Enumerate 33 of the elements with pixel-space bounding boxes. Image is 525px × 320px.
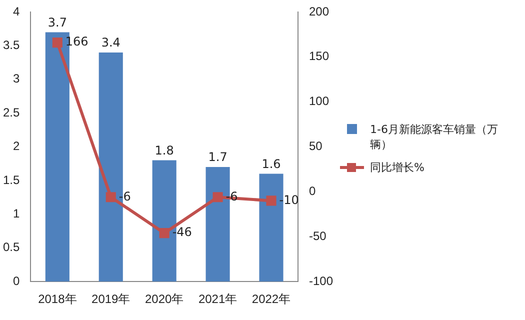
y2-tick-label: -100 xyxy=(308,274,334,288)
y-tick-label: 2.5 xyxy=(2,105,20,120)
y2-tick-label: 0 xyxy=(308,184,316,198)
x-tick-label: 2022年 xyxy=(252,292,291,306)
point xyxy=(52,38,62,48)
point xyxy=(159,228,170,238)
y-tick-label: 1.5 xyxy=(2,172,20,187)
legend-label: 1-6月新能源客车销量（万辆） xyxy=(370,122,499,152)
data-label: 1.7 xyxy=(208,150,228,164)
y2-tick-label: 100 xyxy=(308,94,330,108)
x-tick-label: 2021年 xyxy=(198,292,238,306)
y-tick-label: 1 xyxy=(12,206,20,221)
y2-tick-label: 150 xyxy=(308,49,330,64)
x-tick-label: 2019年 xyxy=(92,292,130,306)
y-tick-label: 4 xyxy=(12,4,20,18)
x-tick-label: 2018年 xyxy=(38,292,77,306)
y2-tick-label: 50 xyxy=(308,139,323,154)
y2-tick-label: 200 xyxy=(308,4,330,18)
y-tick-label: 2 xyxy=(12,139,20,154)
y2-tick-label: -50 xyxy=(308,228,327,243)
point xyxy=(266,196,276,206)
data-label: 3.7 xyxy=(48,15,67,30)
y-tick-label: 3.5 xyxy=(2,38,20,52)
y-tick-label: 0 xyxy=(12,274,20,288)
point xyxy=(106,192,116,202)
data-label: 1.6 xyxy=(262,156,281,171)
legend-label: 同比增长% xyxy=(370,160,424,175)
y-tick-label: 3 xyxy=(12,72,20,86)
point xyxy=(212,192,223,202)
data-label: 3.4 xyxy=(101,36,120,50)
y-tick-label: 0.5 xyxy=(2,240,20,254)
x-tick-label: 2020年 xyxy=(144,292,184,306)
data-label: 1.8 xyxy=(154,143,174,158)
